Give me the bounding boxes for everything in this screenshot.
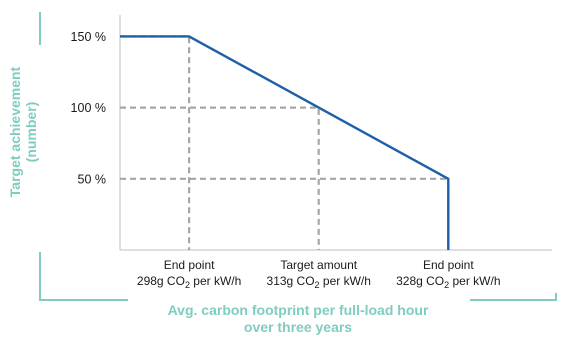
series-lines xyxy=(120,35,450,250)
y-axis-title-line: (number) xyxy=(23,102,39,163)
x-category-value: 298g CO2 per kW/h xyxy=(137,274,241,290)
axis-brackets xyxy=(39,12,557,301)
series-line-0 xyxy=(120,35,450,250)
x-axis-title: Avg. carbon footprint per full-load hour… xyxy=(168,302,429,335)
x-axis-title-line: Avg. carbon footprint per full-load hour xyxy=(168,302,429,318)
reference-line-0 xyxy=(120,35,191,250)
x-category-title: End point xyxy=(164,258,215,272)
reference-line-2 xyxy=(120,177,450,250)
x-category-labels: End point 298g CO2 per kW/h Target amount 3… xyxy=(137,258,501,290)
y-tick-label: 150 % xyxy=(71,30,106,44)
x-category-title: Target amount xyxy=(280,258,357,272)
x-category-value: 313g CO2 per kW/h xyxy=(267,274,371,290)
x-bracket-right xyxy=(470,293,557,301)
y-tick-label: 100 % xyxy=(71,101,106,115)
x-category-value: 328g CO2 per kW/h xyxy=(396,274,500,290)
reference-line-1 xyxy=(120,106,320,250)
y-tick-labels: 150 % 100 % 50 % xyxy=(71,30,106,186)
x-bracket-left xyxy=(39,252,128,301)
x-category-title: End point xyxy=(423,258,474,272)
y-axis-title-line: Target achievement xyxy=(7,66,23,197)
chart-axes xyxy=(119,15,552,251)
reference-lines xyxy=(120,35,450,250)
y-tick-label: 50 % xyxy=(78,172,107,186)
y-axis-title: Target achievement (number) xyxy=(7,66,39,197)
x-axis-title-line: over three years xyxy=(244,319,352,335)
